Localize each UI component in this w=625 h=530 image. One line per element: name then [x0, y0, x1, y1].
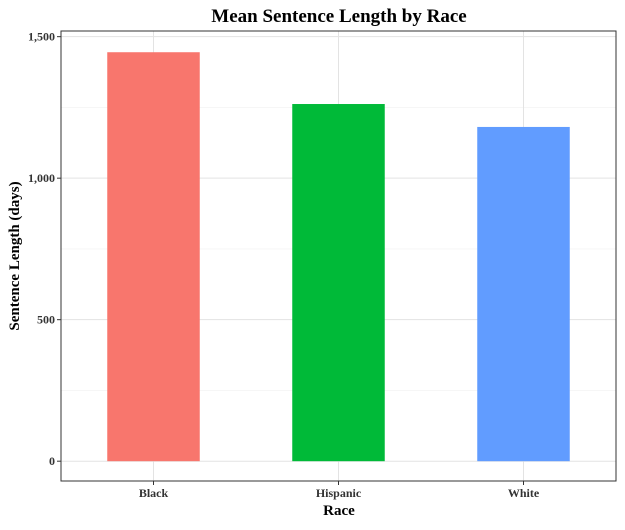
y-tick-label: 1,000	[28, 171, 55, 185]
bars	[107, 52, 570, 462]
chart-title: Mean Sentence Length by Race	[211, 6, 466, 27]
x-axis-ticks: Black Hispanic White	[139, 481, 540, 500]
bar-hispanic	[292, 104, 385, 462]
y-axis-ticks: 0 500 1,000 1,500	[28, 30, 61, 468]
y-tick-label: 0	[49, 454, 55, 468]
x-tick-label: Hispanic	[316, 486, 362, 500]
x-tick-label: White	[508, 486, 540, 500]
x-axis-title: Race	[323, 503, 355, 519]
y-tick-label: 1,500	[28, 30, 55, 44]
x-tick-label: Black	[139, 486, 169, 500]
y-axis-title: Sentence Length (days)	[7, 181, 23, 330]
bar-white	[477, 126, 570, 462]
y-tick-label: 500	[37, 313, 55, 327]
bar-black	[107, 52, 200, 462]
